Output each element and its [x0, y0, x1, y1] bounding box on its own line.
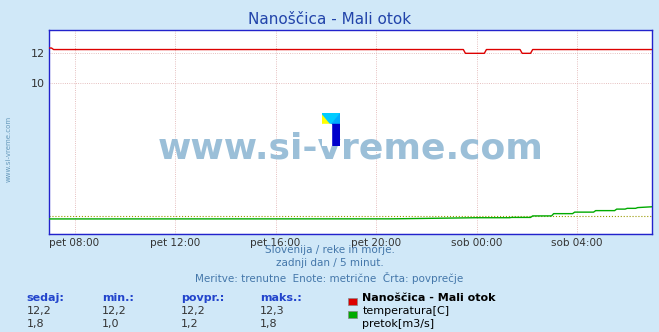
- Text: temperatura[C]: temperatura[C]: [362, 306, 449, 316]
- Text: 12,3: 12,3: [260, 306, 285, 316]
- Bar: [331, 124, 340, 146]
- Text: zadnji dan / 5 minut.: zadnji dan / 5 minut.: [275, 258, 384, 268]
- Polygon shape: [322, 113, 340, 124]
- Text: 1,8: 1,8: [26, 319, 44, 329]
- Text: pretok[m3/s]: pretok[m3/s]: [362, 319, 434, 329]
- Text: 1,2: 1,2: [181, 319, 199, 329]
- Bar: [322, 124, 331, 146]
- Text: 12,2: 12,2: [102, 306, 127, 316]
- Text: Slovenija / reke in morje.: Slovenija / reke in morje.: [264, 245, 395, 255]
- Polygon shape: [331, 113, 340, 124]
- Text: povpr.:: povpr.:: [181, 293, 225, 303]
- Text: min.:: min.:: [102, 293, 134, 303]
- Text: 12,2: 12,2: [26, 306, 51, 316]
- Text: Meritve: trenutne  Enote: metrične  Črta: povprečje: Meritve: trenutne Enote: metrične Črta: …: [195, 272, 464, 284]
- Text: maks.:: maks.:: [260, 293, 302, 303]
- Text: sedaj:: sedaj:: [26, 293, 64, 303]
- Text: www.si-vreme.com: www.si-vreme.com: [158, 131, 544, 165]
- Text: 1,8: 1,8: [260, 319, 278, 329]
- Text: Nanoščica - Mali otok: Nanoščica - Mali otok: [362, 293, 496, 303]
- Text: 12,2: 12,2: [181, 306, 206, 316]
- Polygon shape: [322, 113, 331, 124]
- Text: www.si-vreme.com: www.si-vreme.com: [5, 116, 11, 183]
- Text: 1,0: 1,0: [102, 319, 120, 329]
- Text: Nanoščica - Mali otok: Nanoščica - Mali otok: [248, 12, 411, 27]
